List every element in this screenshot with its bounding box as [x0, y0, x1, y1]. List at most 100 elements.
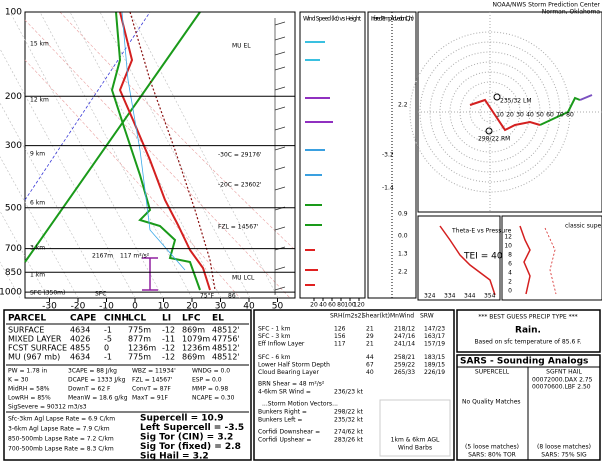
lapse-rate: 700-500mb Lapse Rate = 8.3 C/km [8, 446, 114, 453]
temp-label: 10 [158, 302, 170, 312]
motion-value: 283/26 kt [334, 437, 363, 444]
cell: 775m [128, 326, 151, 335]
cell: 775m [128, 353, 151, 362]
index: K = 30 [8, 377, 29, 384]
cell: 48512' [212, 326, 240, 335]
column-header: LFC [182, 314, 201, 324]
skewt-frame [24, 11, 296, 299]
advection-value: 0.9 [398, 211, 408, 218]
theta-e-panel [417, 215, 501, 301]
cell: SFC - 1 km [258, 326, 291, 333]
sars-title: SARS - Sounding Analogs [460, 357, 588, 367]
wind-tick-label: 60 [328, 302, 336, 309]
cell: 241/14 [394, 341, 415, 348]
sars-loose: (8 loose matches) [537, 444, 591, 451]
index: MaxT = 91F [132, 395, 169, 402]
skewt-annotation: -30C = 29176' [218, 152, 262, 159]
height-label: 15 km [30, 41, 49, 48]
ring-label: 80 [566, 112, 574, 119]
hodograph-panel [409, 11, 602, 213]
precip-type: Rain. [515, 326, 541, 336]
motion-value: 298/22 kt [334, 409, 363, 416]
rm-label: 298/22 RM [478, 136, 510, 143]
sig-severe: SigSevere = 90312 m3/s3 [8, 404, 87, 411]
blue-dash [24, 11, 151, 201]
skewt-annotation: MU EL [232, 43, 251, 50]
theta-axis: 324 [424, 293, 436, 300]
cell: 877m [128, 335, 151, 344]
barb-legend: Wind Barbs [398, 445, 432, 452]
lapse-rate: 850-500mb Lapse Rate = 7.2 C/km [8, 436, 114, 443]
column-header: LI [162, 314, 171, 324]
cell: MU (967 mb) [8, 353, 60, 362]
cell: 4855 [70, 344, 90, 353]
index: NCAPE = 0.30 [192, 395, 235, 402]
brn: BRN Shear = 48 m²/s² [258, 381, 325, 388]
index: 3CAPE = 88 J/kg [68, 368, 117, 375]
column-header: LCL [128, 314, 146, 324]
cell: 265/33 [394, 369, 415, 376]
cell: 218/12 [394, 326, 415, 333]
location: Norman, Oklahoma [542, 9, 601, 16]
skewt-annotation: 75°F [200, 293, 215, 300]
sars-result: SARS: 75% SIG [541, 452, 587, 459]
cell: -1 [104, 326, 112, 335]
pressure-label: 850 [5, 268, 22, 278]
barb-legend-box [379, 399, 451, 457]
index: MMP = 0.98 [192, 386, 228, 393]
cell: 156 [334, 333, 346, 340]
panel-title: Theta-E vs Pressure [451, 228, 512, 235]
wind-speed-bars [305, 41, 333, 286]
theta-axis: 354 [484, 293, 496, 300]
lapse-rate: 3-6km Agl Lapse Rate = 7.9 C/km [8, 426, 110, 433]
parcel-trace [129, 11, 216, 291]
tei: TEI = 40 [463, 252, 503, 262]
lm-label: 235/32 LM [500, 98, 532, 105]
sars-match: 00070600.LBF 2.50 [532, 384, 591, 391]
cell: 48512' [212, 353, 240, 362]
motion-name: Bunkers Left = [258, 417, 302, 424]
skewt-annotation: 2167m [92, 253, 113, 260]
pressure-label: 300 [5, 141, 22, 151]
cell: SURFACE [8, 326, 44, 335]
wetbulb-trace [121, 11, 186, 271]
motion-name: Corfidi Downshear = [258, 429, 320, 436]
cell: 1236m [128, 344, 156, 353]
advection-value: 0.0 [398, 233, 408, 240]
cell: 1236m [182, 344, 210, 353]
cell: 21 [366, 326, 374, 333]
cell: 869m [182, 326, 205, 335]
index: DCAPE = 1333 J/kg [68, 377, 126, 384]
cell: 29 [366, 333, 374, 340]
motion-name: Corfidi Upshear = [258, 437, 311, 444]
temp-label: 30 [215, 302, 227, 312]
cell: 258/21 [394, 354, 415, 361]
srw-label: 4 [508, 270, 512, 277]
index: ConvT = 87F [132, 386, 171, 393]
cell: 183/15 [424, 354, 445, 361]
theta-axis: 334 [444, 293, 456, 300]
column-header: PARCEL [8, 314, 46, 324]
cell: -12 [162, 353, 175, 362]
height-label: 12 km [30, 97, 49, 104]
ring-label: 30 [516, 112, 524, 119]
precip-basis: Based on sfc temperature of 85.6 F. [474, 339, 581, 346]
advection-value: 1.3 [398, 251, 408, 258]
ring-label: 60 [546, 112, 554, 119]
cell: 4026 [70, 335, 90, 344]
cell: 44 [366, 354, 374, 361]
pressure-label: 700 [5, 244, 22, 254]
composite: Sig Tor (CIN) = 3.2 [140, 433, 233, 443]
skewt-annotation: MU LCL [232, 275, 255, 282]
cell: 47756' [212, 335, 240, 344]
org: NOAA/NWS Storm Prediction Center [493, 2, 601, 9]
precip-title: *** BEST GUESS PRECIP TYPE *** [478, 314, 577, 321]
height-label: 1 km [30, 272, 45, 279]
cell: 259/22 [394, 362, 415, 369]
wind-tick-label: 40 [319, 302, 327, 309]
composite: Supercell = 10.9 [140, 414, 224, 424]
srw-label: 12 [504, 234, 512, 241]
pressure-label: 100 [5, 8, 22, 18]
motion-value: 235/32 kt [334, 417, 363, 424]
